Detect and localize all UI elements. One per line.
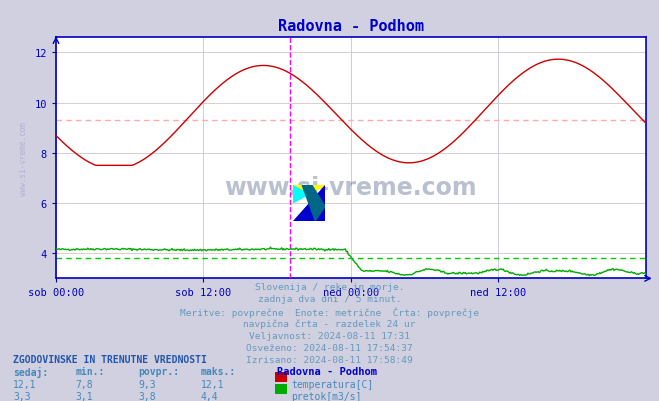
Text: 9,3: 9,3 [138,379,156,389]
Text: ZGODOVINSKE IN TRENUTNE VREDNOSTI: ZGODOVINSKE IN TRENUTNE VREDNOSTI [13,354,207,364]
Text: temperatura[C]: temperatura[C] [291,379,374,389]
Polygon shape [293,186,325,221]
Polygon shape [293,186,309,204]
Text: maks.:: maks.: [201,366,236,376]
Text: min.:: min.: [76,366,105,376]
Text: www.si-vreme.com: www.si-vreme.com [19,122,28,195]
Text: Osveženo: 2024-08-11 17:54:37: Osveženo: 2024-08-11 17:54:37 [246,343,413,352]
Text: Radovna - Podhom: Radovna - Podhom [277,366,377,376]
Text: pretok[m3/s]: pretok[m3/s] [291,391,362,401]
Text: 12,1: 12,1 [201,379,225,389]
Polygon shape [293,186,325,204]
Text: 3,1: 3,1 [76,391,94,401]
Polygon shape [302,186,325,221]
Text: zadnja dva dni / 5 minut.: zadnja dva dni / 5 minut. [258,295,401,304]
Text: navpična črta - razdelek 24 ur: navpična črta - razdelek 24 ur [243,319,416,328]
Text: povpr.:: povpr.: [138,366,179,376]
Text: Veljavnost: 2024-08-11 17:31: Veljavnost: 2024-08-11 17:31 [249,331,410,340]
Text: 4,4: 4,4 [201,391,219,401]
Text: Slovenija / reke in morje.: Slovenija / reke in morje. [255,283,404,292]
Text: 3,3: 3,3 [13,391,31,401]
Text: Meritve: povprečne  Enote: metrične  Črta: povprečje: Meritve: povprečne Enote: metrične Črta:… [180,307,479,317]
Text: 12,1: 12,1 [13,379,37,389]
Text: 3,8: 3,8 [138,391,156,401]
Text: www.si-vreme.com: www.si-vreme.com [225,175,477,199]
Text: Izrisano: 2024-08-11 17:58:49: Izrisano: 2024-08-11 17:58:49 [246,355,413,364]
Text: sedaj:: sedaj: [13,366,48,377]
Text: 7,8: 7,8 [76,379,94,389]
Title: Radovna - Podhom: Radovna - Podhom [278,19,424,34]
